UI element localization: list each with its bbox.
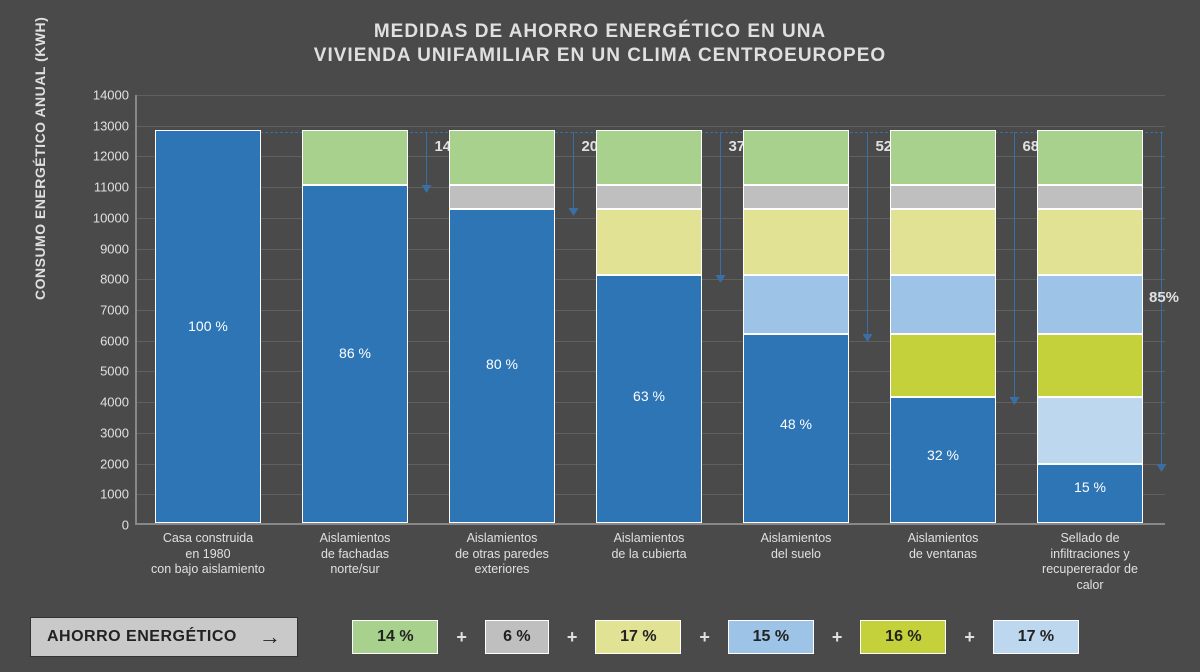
bar-segment-saving [890,130,996,185]
y-tick-label: 11000 [94,180,137,195]
savings-arrow-head-icon [422,185,432,193]
y-tick-label: 13000 [93,118,137,133]
y-tick-label: 1000 [100,487,137,502]
legend-swatch: 16 % [860,620,946,654]
bar-segment-saving [743,130,849,185]
bar-group: 86 %Aislamientosde fachadasnorte/sur [302,93,408,523]
bar-segment-saving [890,334,996,397]
legend-swatch: 6 % [485,620,549,654]
savings-arrow [426,132,427,187]
category-label: Aislamientosde fachadasnorte/sur [270,523,440,578]
category-label: Sellado deinfiltraciones yrecupererador … [1005,523,1175,594]
y-tick-label: 6000 [100,333,137,348]
bar-segment-saving [1037,334,1143,397]
legend-title-box: AHORRO ENERGÉTICO → [30,617,298,657]
bar-segment-saving [449,130,555,185]
bar-percent-label: 100 % [155,318,261,334]
legend-row: AHORRO ENERGÉTICO → 14 %+6 %+17 %+15 %+1… [30,616,1180,658]
legend-separator: + [950,627,989,648]
bar-segment-saving [449,185,555,209]
y-tick-label: 3000 [100,425,137,440]
y-tick-label: 4000 [100,395,137,410]
bar-segment-saving [743,275,849,334]
bar-segment-saving [596,185,702,209]
bar-segment-saving [1037,130,1143,185]
savings-arrow [867,132,868,336]
bar-segment-saving [1037,397,1143,464]
bar-segment-saving [596,209,702,276]
cumulative-savings-label: 85% [1149,289,1179,306]
chart-title-line1: MEDIDAS DE AHORRO ENERGÉTICO EN UNA [0,20,1200,44]
legend-separator: + [685,627,724,648]
bar-segment-saving [743,209,849,276]
legend-separator: + [818,627,857,648]
chart-title: MEDIDAS DE AHORRO ENERGÉTICO EN UNA VIVI… [0,20,1200,68]
savings-arrow [1014,132,1015,399]
bar-percent-label: 80 % [449,356,555,372]
y-axis-label: CONSUMO ENERGÉTICO ANUAL (KWH) [32,17,48,300]
bar-percent-label: 63 % [596,388,702,404]
bar-percent-label: 48 % [743,416,849,432]
bar-segment-saving [890,275,996,334]
y-tick-label: 5000 [100,364,137,379]
legend-swatch: 17 % [595,620,681,654]
y-tick-label: 7000 [100,303,137,318]
category-label: Aislamientosde ventanas [858,523,1028,562]
savings-arrow [720,132,721,277]
bar-group: 32 %Aislamientosde ventanas [890,93,996,523]
legend-title: AHORRO ENERGÉTICO [47,628,237,646]
savings-arrow [573,132,574,211]
category-label: Aislamientosde la cubierta [564,523,734,562]
bar-segment-saving [596,130,702,185]
bar-group: 63 %Aislamientosde la cubierta [596,93,702,523]
legend-separator: + [553,627,592,648]
chart-title-line2: VIVIENDA UNIFAMILIAR EN UN CLIMA CENTROE… [0,44,1200,68]
savings-arrow-head-icon [569,208,579,216]
y-tick-label: 10000 [93,210,137,225]
arrow-right-icon: → [259,624,282,650]
bar-segment-saving [890,185,996,209]
y-tick-label: 9000 [100,241,137,256]
savings-arrow-head-icon [863,334,873,342]
savings-arrow-head-icon [1010,397,1020,405]
y-tick-label: 12000 [93,149,137,164]
bar-segment-saving [890,209,996,276]
savings-arrow-head-icon [716,275,726,283]
bar-percent-label: 15 % [1037,479,1143,495]
bar-segment-saving [1037,209,1143,276]
bar-segment-saving [1037,275,1143,334]
savings-arrow-head-icon [1157,464,1167,472]
legend-separator: + [442,627,481,648]
bar-segment-saving [743,185,849,209]
bar-group: 15 %Sellado deinfiltraciones yrecuperera… [1037,93,1143,523]
bar-group: 80 %Aislamientosde otras paredesexterior… [449,93,555,523]
category-label: Casa construidaen 1980con bajo aislamien… [123,523,293,578]
chart-plot-area: 0100020003000400050006000700080009000100… [135,95,1165,525]
bar-segment-saving [1037,185,1143,209]
y-tick-label: 8000 [100,272,137,287]
category-label: Aislamientosde otras paredesexteriores [417,523,587,578]
bar-group: 100 %Casa construidaen 1980con bajo aisl… [155,93,261,523]
y-tick-label: 2000 [100,456,137,471]
bar-percent-label: 32 % [890,447,996,463]
legend-swatch: 14 % [352,620,438,654]
bar-percent-label: 86 % [302,345,408,361]
legend-items: 14 %+6 %+17 %+15 %+16 %+17 % [348,620,1083,654]
bar-segment-saving [302,130,408,185]
legend-swatch: 15 % [728,620,814,654]
category-label: Aislamientosdel suelo [711,523,881,562]
y-tick-label: 14000 [93,88,137,103]
bar-group: 48 %Aislamientosdel suelo [743,93,849,523]
legend-swatch: 17 % [993,620,1079,654]
